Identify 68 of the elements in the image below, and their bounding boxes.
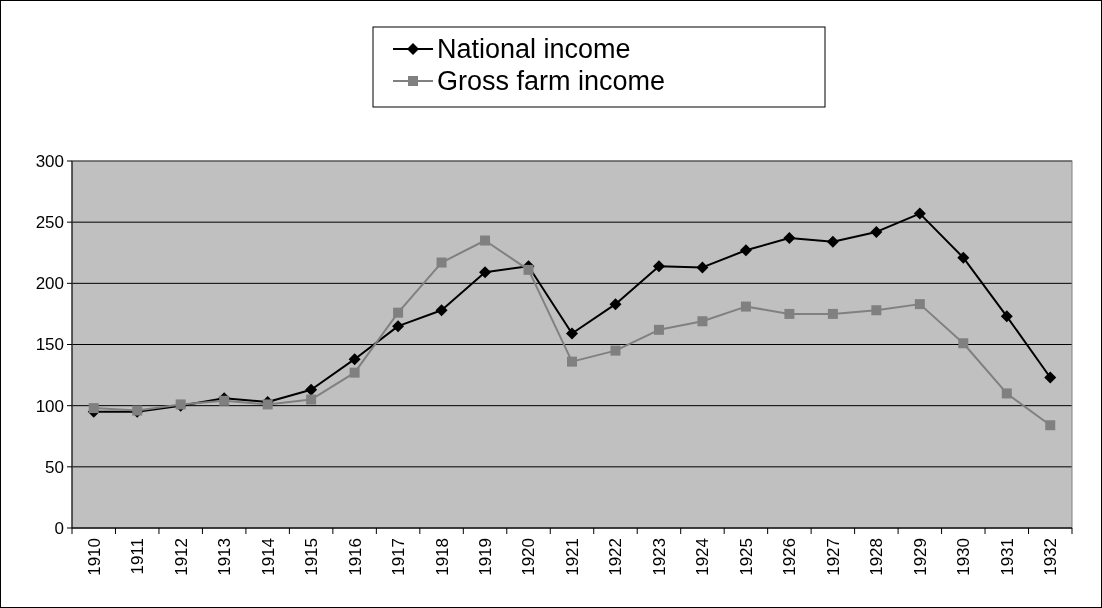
point xyxy=(958,338,969,349)
point xyxy=(480,235,491,246)
x-tick-label: 1910 xyxy=(84,538,104,576)
x-tick-label: 1922 xyxy=(606,538,626,576)
point xyxy=(567,356,577,367)
point xyxy=(479,266,492,279)
point xyxy=(88,403,99,414)
y-tick-label: 50 xyxy=(45,457,64,477)
y-tick-label: 200 xyxy=(35,274,64,294)
x-tick-label: 1923 xyxy=(649,538,669,576)
point xyxy=(653,324,664,335)
x-tick-label: 1920 xyxy=(519,538,539,576)
x-tick-label: 1914 xyxy=(258,538,278,576)
x-tick-label: 1931 xyxy=(997,538,1017,576)
legend-label: Gross farm income xyxy=(437,66,666,97)
x-tick-label: 1924 xyxy=(693,538,713,576)
x-tick-label: 1919 xyxy=(475,538,495,576)
point xyxy=(392,320,405,333)
x-tick-label: 1917 xyxy=(389,538,409,576)
point xyxy=(870,225,883,238)
y-tick-label: 150 xyxy=(35,335,64,355)
x-tick-label: 1927 xyxy=(823,538,843,576)
point xyxy=(523,264,534,275)
point xyxy=(784,308,795,319)
x-tick-label: 1913 xyxy=(215,538,235,576)
point xyxy=(393,307,404,318)
y-tick-label: 100 xyxy=(35,396,64,416)
point xyxy=(1001,388,1012,399)
x-tick-label: 1930 xyxy=(954,538,974,576)
x-tick-label: 1932 xyxy=(1041,538,1061,576)
y-tick-label: 300 xyxy=(35,151,64,171)
x-tick-label: 1929 xyxy=(910,538,930,576)
point xyxy=(957,251,970,264)
point xyxy=(609,298,622,311)
point xyxy=(349,367,360,378)
point xyxy=(1044,371,1057,384)
y-tick-label: 250 xyxy=(35,213,64,233)
legend-label: National income xyxy=(437,34,631,65)
point xyxy=(348,353,361,366)
point xyxy=(610,345,621,356)
point xyxy=(913,207,926,220)
point xyxy=(914,299,925,310)
point xyxy=(740,301,751,312)
x-tick-label: 1912 xyxy=(171,538,191,576)
x-tick-label: 1911 xyxy=(128,538,148,575)
y-tick-label: 0 xyxy=(54,518,64,538)
x-tick-label: 1918 xyxy=(432,538,452,576)
point xyxy=(696,261,709,274)
x-tick-label: 1925 xyxy=(736,538,756,576)
point xyxy=(305,383,318,396)
point xyxy=(306,394,317,405)
point xyxy=(652,260,665,273)
point xyxy=(1045,420,1056,431)
point xyxy=(436,257,447,268)
point xyxy=(566,327,578,340)
point xyxy=(1000,310,1013,323)
point xyxy=(827,308,838,319)
x-tick-label: 1928 xyxy=(867,538,887,576)
point xyxy=(697,316,708,327)
point xyxy=(783,232,796,245)
point xyxy=(871,305,882,316)
x-tick-label: 1916 xyxy=(345,538,365,576)
x-tick-label: 1926 xyxy=(780,538,800,576)
point xyxy=(826,235,839,248)
point xyxy=(435,304,448,317)
point xyxy=(739,244,752,257)
x-tick-label: 1921 xyxy=(562,538,582,576)
x-tick-label: 1915 xyxy=(302,538,322,576)
